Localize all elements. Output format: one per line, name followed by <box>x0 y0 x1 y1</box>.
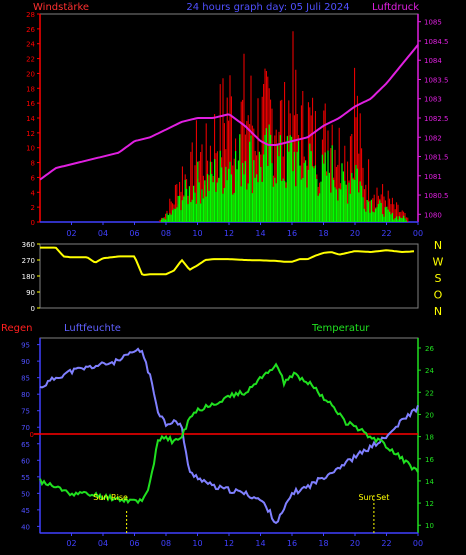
wind-x-tick-label: 08 <box>161 229 171 238</box>
temperature-line <box>39 362 419 505</box>
pressure-y-tick-label: 1082.5 <box>424 115 449 123</box>
wind-y-tick-label: 18 <box>26 85 35 93</box>
pressure-y-tick-label: 1084.5 <box>424 38 449 46</box>
wind-x-tick-label: 12 <box>224 229 234 238</box>
climate-x-tick-label: 08 <box>161 539 171 548</box>
climate-x-tick-label: 10 <box>192 539 202 548</box>
humidity-y-tick-label: 40 <box>21 523 30 531</box>
wind-x-tick-label: 14 <box>255 229 265 238</box>
temperature-y-tick-label: 20 <box>425 411 434 419</box>
wind-x-tick-label: 06 <box>129 229 139 238</box>
direction-y-tick-label: 360 <box>22 241 35 249</box>
humidity-y-tick-label: 95 <box>21 342 30 350</box>
chart-title: 24 hours graph day: 05 Juli 2024 <box>186 2 349 13</box>
wind-x-tick-label: 22 <box>381 229 391 238</box>
wind-x-tick-label: 00 <box>413 229 423 238</box>
temperature-y-tick-label: 22 <box>425 389 434 397</box>
compass-label: N <box>434 305 442 318</box>
humidity-y-tick-label: 70 <box>21 424 30 432</box>
humidity-line <box>39 347 419 525</box>
chart-layer: 024681012141618202224262810801080.510811… <box>21 11 448 548</box>
wind-y-tick-label: 8 <box>31 160 35 168</box>
climate-x-tick-label: 20 <box>350 539 360 548</box>
direction-y-tick-label: 180 <box>22 273 35 281</box>
wind-y-tick-label: 20 <box>26 70 35 78</box>
wind-y-tick-label: 22 <box>26 56 35 64</box>
rain-axis-title: Regen <box>1 323 33 334</box>
humidity-y-tick-label: 80 <box>21 391 30 399</box>
wind-y-tick-label: 6 <box>31 174 36 182</box>
climate-x-tick-label: 06 <box>129 539 139 548</box>
compass-label: S <box>435 272 442 285</box>
wind-y-tick-label: 10 <box>26 145 35 153</box>
climate-x-tick-label: 22 <box>381 539 391 548</box>
wind-x-tick-label: 20 <box>350 229 360 238</box>
humidity-y-tick-label: 50 <box>21 490 30 498</box>
climate-plot-frame <box>39 337 419 534</box>
climate-x-tick-label: 04 <box>98 539 108 548</box>
pressure-y-tick-label: 1080 <box>424 211 442 219</box>
wind-y-tick-label: 12 <box>26 130 35 138</box>
humidity-axis-title: Luftfeuchte <box>64 323 121 334</box>
pressure-y-tick-label: 1085 <box>424 19 442 27</box>
pressure-y-tick-label: 1082 <box>424 134 442 142</box>
climate-x-tick-label: 00 <box>413 539 423 548</box>
compass-label: W <box>433 256 444 269</box>
pressure-axis-title: Luftdruck <box>372 2 419 13</box>
temperature-y-tick-label: 10 <box>425 522 434 530</box>
wind-y-tick-label: 16 <box>26 100 35 108</box>
wind-y-tick-label: 24 <box>26 41 35 49</box>
pressure-y-tick-label: 1084 <box>424 57 442 65</box>
temperature-y-tick-label: 18 <box>425 434 434 442</box>
climate-x-tick-label: 14 <box>255 539 265 548</box>
rain-y-tick-label: 0 <box>30 431 34 439</box>
wind-x-tick-label: 16 <box>287 229 297 238</box>
pressure-y-tick-label: 1080.5 <box>424 192 449 200</box>
climate-x-tick-label: 02 <box>66 539 76 548</box>
humidity-y-tick-label: 85 <box>21 375 30 383</box>
wind-x-tick-label: 18 <box>318 229 328 238</box>
temperature-y-tick-label: 12 <box>425 500 434 508</box>
sunrise-label: Sun Rise <box>93 493 128 502</box>
pressure-y-tick-label: 1081 <box>424 173 442 181</box>
compass-label: N <box>434 239 442 252</box>
temperature-y-tick-label: 26 <box>425 345 434 353</box>
climate-x-tick-label: 12 <box>224 539 234 548</box>
wind-y-tick-label: 14 <box>26 115 35 123</box>
climate-x-tick-label: 18 <box>318 539 328 548</box>
wind-y-tick-label: 2 <box>31 204 35 212</box>
climate-x-tick-label: 16 <box>287 539 297 548</box>
temperature-y-tick-label: 24 <box>425 367 434 375</box>
compass-label: O <box>434 289 443 302</box>
humidity-y-tick-label: 90 <box>21 358 30 366</box>
pressure-y-tick-label: 1081.5 <box>424 154 449 162</box>
wind-axis-title: Windstärke <box>33 2 89 13</box>
wind-y-tick-label: 0 <box>31 219 35 227</box>
temperature-y-tick-label: 14 <box>425 478 434 486</box>
pressure-line <box>39 44 419 181</box>
pressure-y-tick-label: 1083 <box>424 96 442 104</box>
humidity-y-tick-label: 75 <box>21 408 30 416</box>
wind-y-tick-label: 26 <box>26 26 35 34</box>
direction-y-tick-label: 90 <box>26 289 35 297</box>
direction-y-tick-label: 0 <box>31 305 35 313</box>
temperature-axis-title: Temperatur <box>311 323 370 334</box>
wind-x-tick-label: 10 <box>192 229 202 238</box>
wind-y-tick-label: 28 <box>26 11 35 19</box>
humidity-y-tick-label: 55 <box>21 474 30 482</box>
direction-plot-frame <box>39 243 419 309</box>
sunset-label: Sun Set <box>358 493 389 502</box>
wind-y-tick-label: 4 <box>31 189 36 197</box>
pressure-y-tick-label: 1083.5 <box>424 76 449 84</box>
direction-y-tick-label: 270 <box>22 257 35 265</box>
humidity-y-tick-label: 45 <box>21 507 30 515</box>
temperature-y-tick-label: 16 <box>425 456 434 464</box>
wind-x-tick-label: 04 <box>98 229 108 238</box>
humidity-y-tick-label: 65 <box>21 441 30 449</box>
direction-line <box>40 246 415 276</box>
humidity-y-tick-label: 60 <box>21 457 30 465</box>
wind-x-tick-label: 02 <box>66 229 76 238</box>
